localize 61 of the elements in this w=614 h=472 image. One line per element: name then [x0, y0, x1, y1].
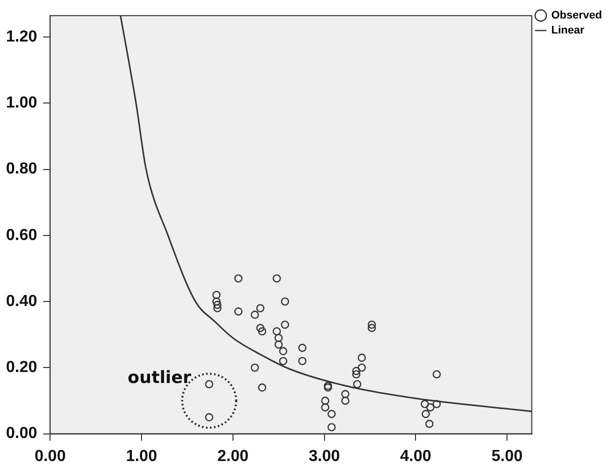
point [272, 274, 281, 283]
point [324, 383, 332, 392]
point [352, 370, 360, 378]
y-tick-label: 0.60 [6, 226, 38, 244]
point [213, 300, 222, 309]
x-tick-label: 2.00 [217, 448, 249, 465]
point [341, 396, 350, 405]
point [258, 383, 266, 392]
point [298, 356, 306, 366]
point [234, 274, 242, 283]
point [213, 304, 222, 312]
point [272, 327, 281, 336]
point [328, 410, 336, 418]
y-tick-label: 1.00 [6, 94, 38, 112]
point [321, 396, 330, 405]
point [328, 423, 336, 432]
annotation: outlier [128, 368, 192, 388]
point [353, 380, 362, 388]
point [426, 403, 434, 412]
point [250, 364, 259, 372]
point [425, 420, 434, 428]
x-tick-label: 1.00 [126, 448, 158, 465]
y-tick-label: 0.20 [6, 359, 38, 376]
point [358, 354, 366, 362]
point [432, 370, 441, 378]
point [256, 324, 264, 332]
point [368, 324, 376, 332]
point [258, 327, 266, 336]
y-tick-label: 0.40 [6, 292, 38, 310]
point [352, 366, 360, 376]
point [422, 410, 430, 418]
y-tick-label: 0.00 [6, 425, 38, 442]
x-tick-label: 0.00 [34, 448, 66, 465]
point [279, 356, 288, 366]
point [212, 290, 221, 300]
point [298, 344, 306, 352]
point [420, 400, 429, 408]
point [280, 320, 290, 329]
point [205, 413, 214, 422]
point [212, 297, 221, 306]
point [321, 403, 330, 412]
point [368, 320, 376, 329]
point [279, 347, 288, 356]
y-tick-label: 1.20 [6, 28, 38, 46]
point [274, 340, 283, 349]
point [250, 310, 259, 319]
point [280, 297, 290, 306]
point [205, 380, 214, 388]
x-tick-label: 3.00 [308, 448, 340, 465]
point [341, 390, 350, 398]
legend-label: Linear [551, 24, 585, 37]
x-tick-label: 5.00 [492, 448, 523, 465]
point [234, 307, 242, 316]
point [358, 364, 366, 372]
legend-label: Observed [551, 10, 602, 22]
x-tick-label: 4.00 [400, 448, 432, 465]
point [432, 400, 441, 408]
point [256, 304, 264, 312]
point [274, 334, 283, 342]
point [324, 382, 332, 390]
y-tick-label: 0.80 [6, 160, 38, 178]
